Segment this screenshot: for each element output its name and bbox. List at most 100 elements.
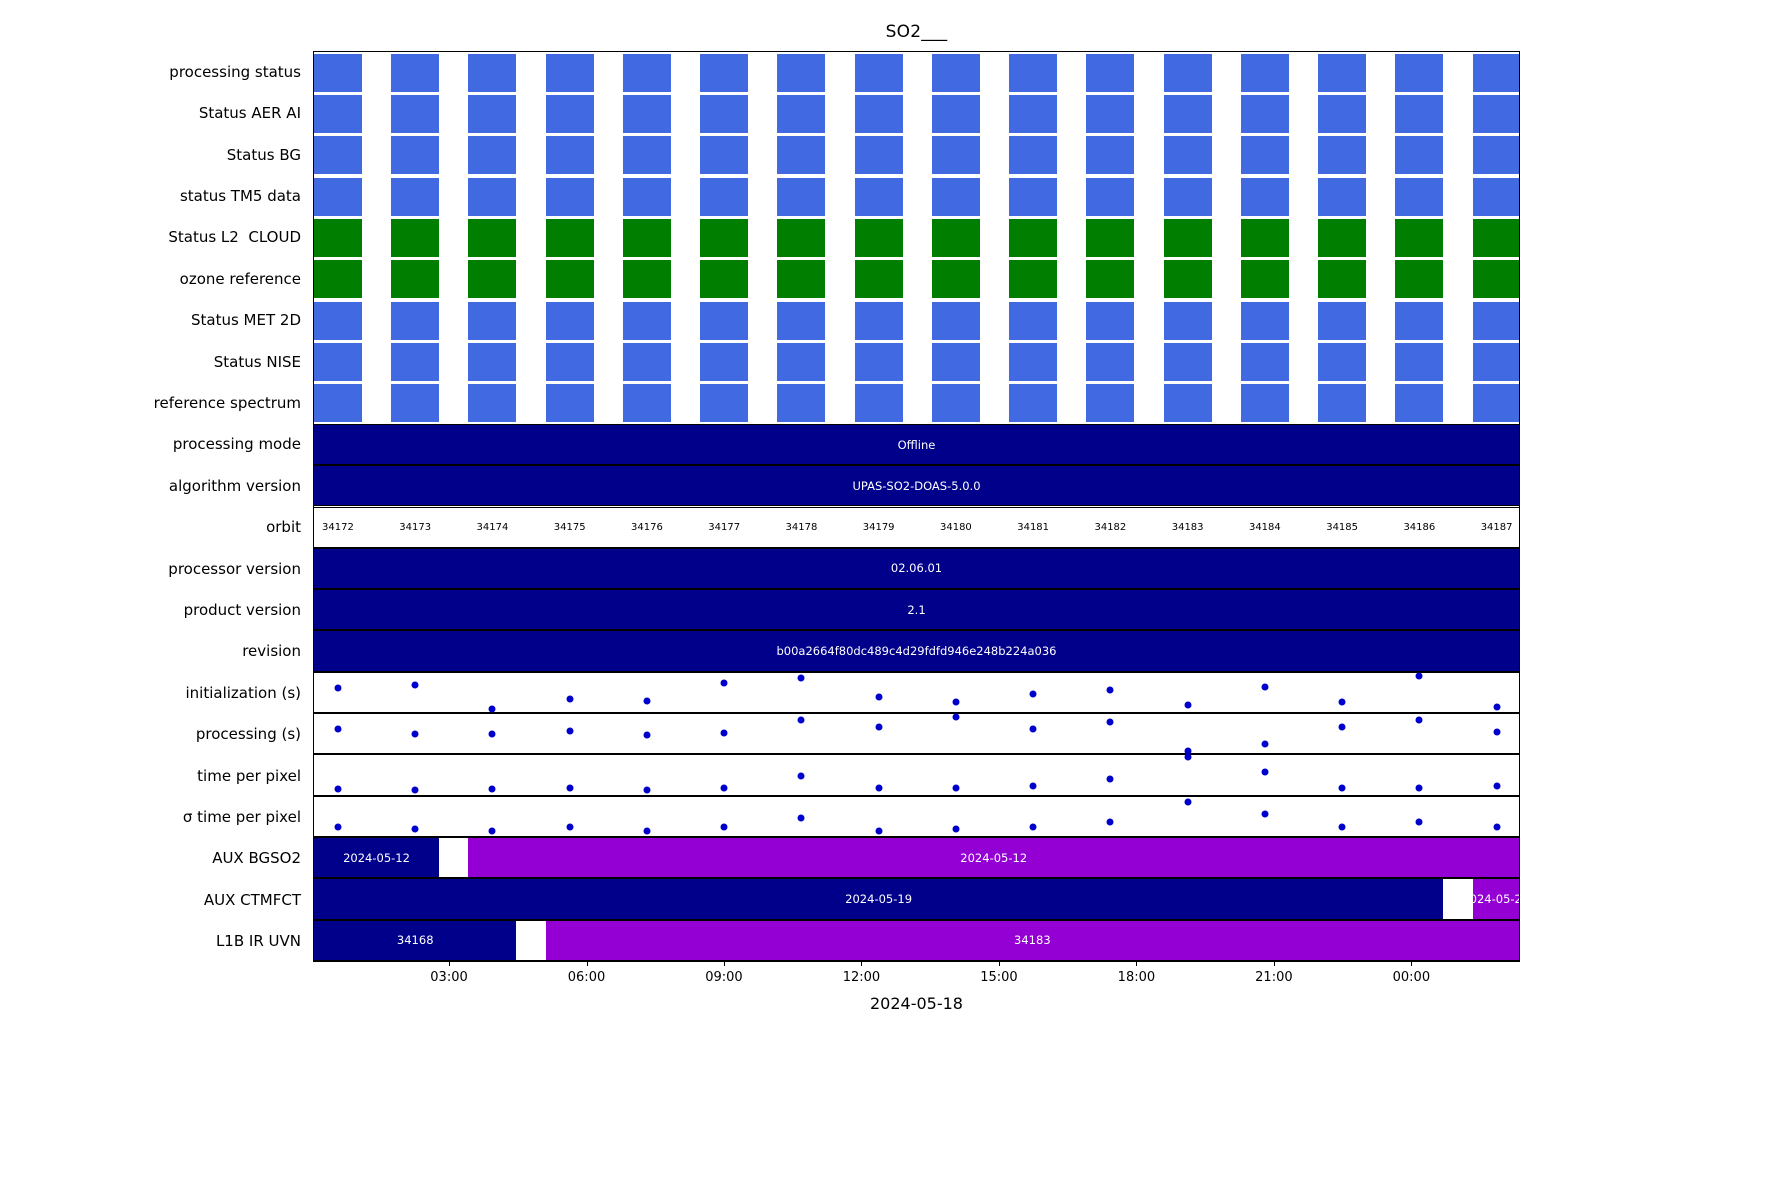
status-block (1240, 260, 1289, 299)
status-block (1163, 53, 1212, 92)
status-block (314, 301, 362, 340)
status-block (1240, 177, 1289, 216)
status-block (777, 260, 826, 299)
scatter-dot (1261, 810, 1269, 818)
orbit-number: 34172 (322, 521, 354, 533)
status-block (854, 301, 903, 340)
bar-segment-label: 2024-05-12 (343, 850, 410, 865)
status-block (1009, 218, 1058, 257)
row-label-status-nise: Status NISE (213, 352, 301, 371)
status-block (622, 136, 671, 175)
row-label-processing-s: processing (s) (195, 725, 301, 744)
x-tick-label: 06:00 (567, 970, 606, 985)
scatter-dot (1029, 725, 1037, 733)
status-block (1240, 94, 1289, 133)
scatter-dot (1493, 703, 1501, 711)
scatter-dot (1029, 782, 1037, 790)
orbit-number: 34178 (785, 521, 818, 533)
status-block (1472, 260, 1519, 299)
status-block (700, 384, 749, 423)
row-label-aux-ctmfct: AUX CTMFCT (203, 890, 301, 909)
status-block (1472, 136, 1519, 175)
orbit-number: 34177 (708, 521, 741, 533)
scatter-dot (1338, 823, 1346, 831)
scatter-dot (488, 785, 496, 793)
status-block (1395, 301, 1444, 340)
scatter-dot (875, 693, 883, 701)
row-aux-bgso2: 2024-05-12 2024-05-12 (314, 837, 1519, 879)
row-product-version: 2.1 (314, 589, 1519, 631)
status-block (468, 177, 517, 216)
status-block (391, 94, 440, 133)
status-block (1163, 342, 1212, 381)
status-block (777, 301, 826, 340)
status-block (1318, 342, 1367, 381)
status-block (1240, 342, 1289, 381)
scatter-dot (952, 698, 960, 706)
bar-segment-label: 34168 (396, 933, 434, 948)
scatter-dot (875, 827, 883, 835)
orbit-number: 34185 (1326, 521, 1359, 533)
status-block (314, 342, 362, 381)
status-block (854, 218, 903, 257)
row-time-per-pixel (314, 795, 1519, 838)
x-tick-label: 03:00 (430, 970, 468, 985)
status-block (1395, 94, 1444, 133)
status-block (1472, 301, 1519, 340)
bar-segment: 2024-05-19 (314, 879, 1444, 919)
x-tick-mark (723, 962, 725, 966)
scatter-dot (334, 823, 342, 831)
status-block (1395, 218, 1444, 257)
bar-segment-label: 2.1 (907, 602, 926, 617)
status-block (545, 301, 594, 340)
scatter-dot (566, 784, 574, 792)
status-block (1240, 53, 1289, 92)
status-block (1472, 384, 1519, 423)
status-block (314, 177, 362, 216)
status-block (391, 301, 440, 340)
status-block (1163, 136, 1212, 175)
status-block (314, 53, 362, 92)
status-block (1009, 136, 1058, 175)
status-block (391, 260, 440, 299)
x-tick-label: 15:00 (980, 970, 1018, 985)
status-block (1009, 260, 1058, 299)
bar-segment-label: b00a2664f80dc489c4d29fdfd946e248b224a036 (776, 644, 1057, 659)
status-block (1395, 53, 1444, 92)
status-block (622, 260, 671, 299)
status-block (1163, 177, 1212, 216)
scatter-dot (566, 695, 574, 703)
row-label-product-version: product version (183, 601, 301, 620)
row-status-tm5-data (314, 176, 1519, 217)
x-tick-mark (1136, 962, 1138, 966)
status-block (931, 177, 980, 216)
orbit-number: 34184 (1248, 521, 1281, 533)
row-aux-ctmfct: 2024-05-19 2024-05-20 (314, 878, 1519, 920)
status-block (854, 136, 903, 175)
row-label-l1b-ir-uvn: L1B IR UVN (215, 932, 301, 951)
bar-segment-label: 2024-05-20 (1462, 892, 1519, 907)
status-block (777, 384, 826, 423)
status-block (1009, 342, 1058, 381)
x-tick-label: 12:00 (842, 970, 881, 985)
status-block (391, 218, 440, 257)
status-block (1318, 260, 1367, 299)
status-block (700, 94, 749, 133)
scatter-dot (952, 713, 960, 721)
status-block (1086, 94, 1135, 133)
bar-segment: 02.06.01 (314, 548, 1519, 589)
status-block (391, 136, 440, 175)
x-axis: 03:00 06:00 09:00 12:00 15:00 18:00 21:00 00:00 (313, 962, 1520, 996)
status-block (314, 94, 362, 133)
scatter-dot (1184, 753, 1192, 761)
status-block (391, 384, 440, 423)
status-block (1086, 53, 1135, 92)
status-block (1086, 384, 1135, 423)
status-block (931, 53, 980, 92)
orbit-number: 34186 (1403, 521, 1436, 533)
status-block (854, 384, 903, 423)
status-block (391, 177, 440, 216)
orbit-number: 34180 (939, 521, 972, 533)
status-block (545, 342, 594, 381)
status-block (1318, 136, 1367, 175)
